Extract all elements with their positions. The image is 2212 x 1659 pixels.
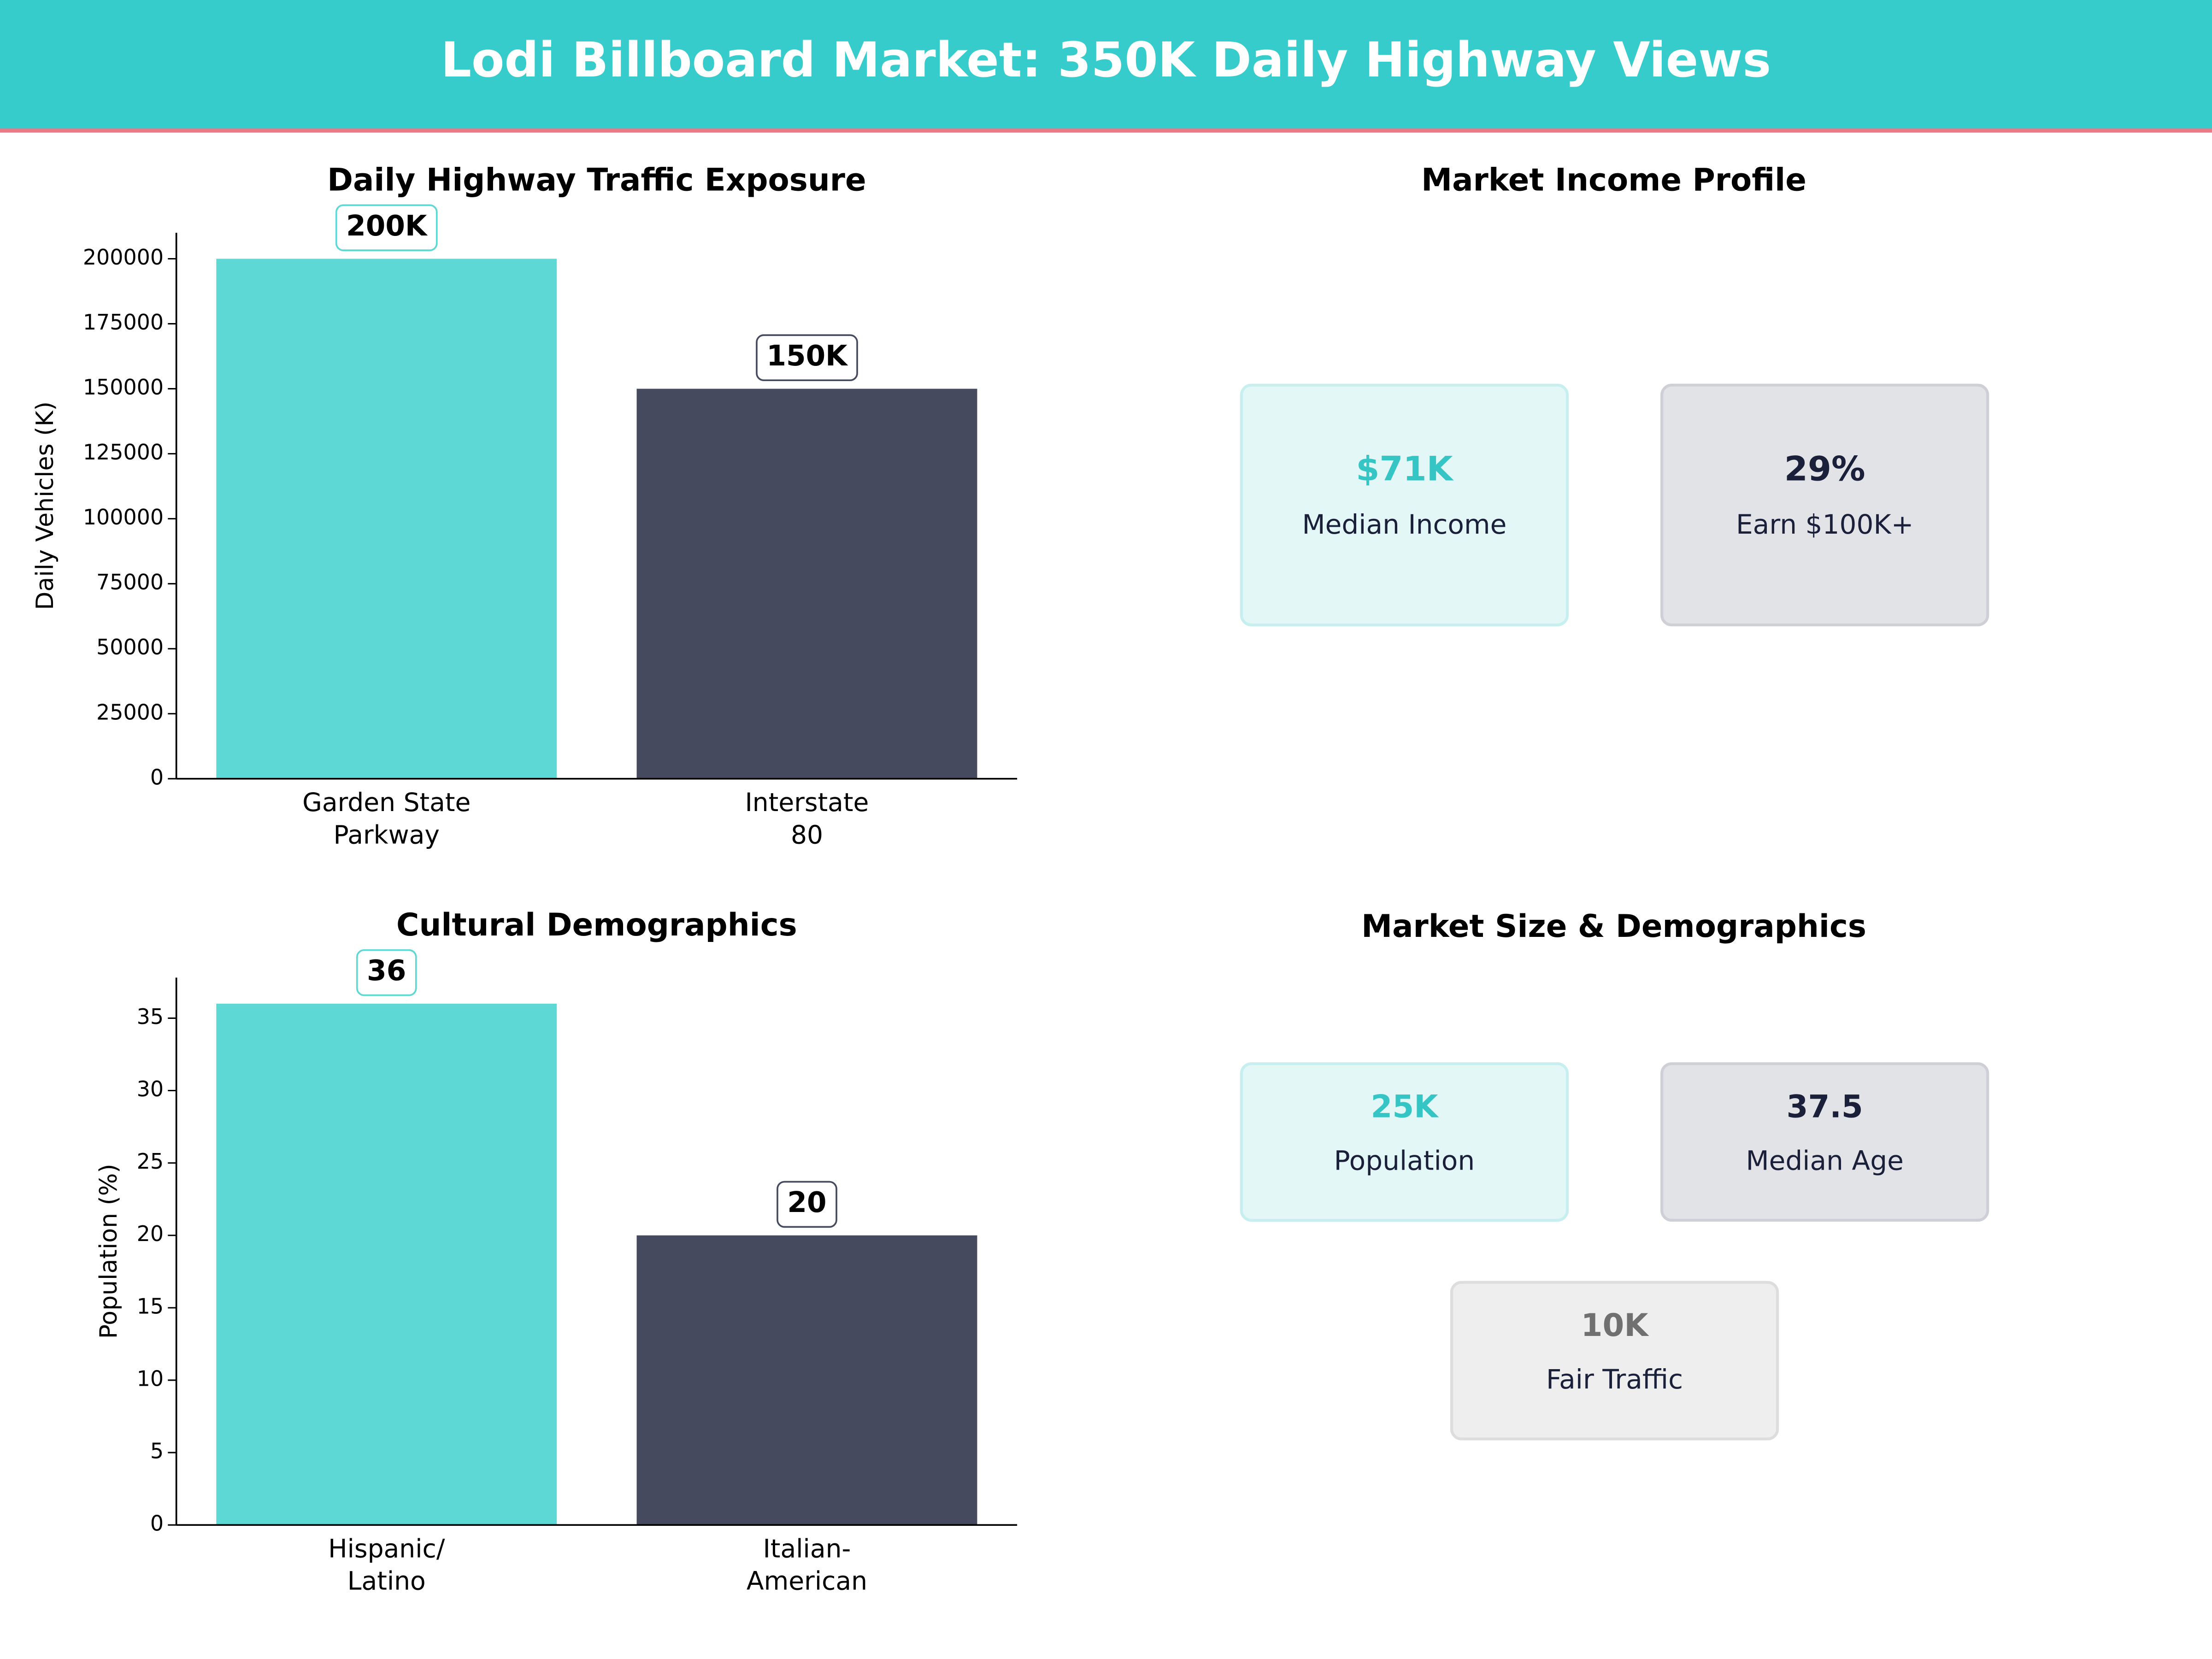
value-label-box <box>756 334 858 382</box>
y-axis-label: Daily Vehicles (K) <box>31 401 59 610</box>
value-label: 200K <box>346 210 428 242</box>
bar <box>216 259 557 779</box>
x-tick-label: Interstate 80 <box>745 788 869 849</box>
kpi-card <box>1240 383 1569 627</box>
y-tick-label: 35 <box>137 1004 164 1029</box>
x-tick-label: Hispanic/Latino <box>328 1534 445 1595</box>
kpi-value: $71K <box>1356 449 1454 488</box>
value-label: 36 <box>367 954 406 987</box>
kpi-card <box>1450 1281 1779 1441</box>
y-tick-label: 5 <box>150 1439 164 1464</box>
y-tick-label: 0 <box>150 1511 164 1536</box>
kpi-value: 25K <box>1371 1088 1440 1125</box>
kpi-label: Median Age <box>1746 1145 1904 1177</box>
y-tick-label: 15 <box>137 1294 164 1318</box>
y-tick-label: 0 <box>150 765 164 789</box>
bar <box>636 1235 977 1525</box>
y-axis-label: Population (%) <box>95 1164 123 1339</box>
panel-title: Market Income Profile <box>1421 161 1806 198</box>
y-tick-label: 175000 <box>83 310 164 335</box>
value-label: 20 <box>787 1186 826 1219</box>
kpi-label: Earn $100K+ <box>1736 509 1913 540</box>
value-label-box <box>335 204 438 251</box>
y-tick-label: 50000 <box>96 635 164 659</box>
y-tick-label: 100000 <box>83 505 164 529</box>
y-tick-label: 75000 <box>96 570 164 594</box>
value-label: 150K <box>766 340 848 372</box>
kpi-card <box>1660 383 1989 627</box>
kpi-label: Population <box>1334 1145 1475 1177</box>
y-tick-label: 125000 <box>83 440 164 465</box>
y-tick-label: 150000 <box>83 375 164 400</box>
chart-title: Daily Highway Traffic Exposure <box>327 161 866 198</box>
kpi-card <box>1240 1062 1569 1222</box>
value-label-box <box>356 949 417 996</box>
bar <box>636 388 977 779</box>
y-tick-label: 30 <box>137 1077 164 1101</box>
kpi-card <box>1660 1062 1989 1222</box>
kpi-label: Fair Traffic <box>1546 1364 1683 1395</box>
panel-title: Market Size & Demographics <box>1361 908 1866 944</box>
kpi-value: 37.5 <box>1787 1088 1863 1125</box>
chart-title: Cultural Demographics <box>396 906 797 943</box>
header-bar <box>0 0 2212 130</box>
x-tick-label: Garden State Parkway <box>302 788 471 849</box>
y-tick-label: 200000 <box>83 245 164 270</box>
y-tick-label: 25000 <box>96 700 164 724</box>
y-tick-label: 10 <box>137 1366 164 1391</box>
x-tick-label: Italian-American <box>747 1534 867 1595</box>
kpi-value: 10K <box>1581 1307 1650 1343</box>
y-tick-label: 20 <box>137 1221 164 1246</box>
y-tick-label: 25 <box>137 1149 164 1174</box>
bar <box>216 1003 557 1525</box>
kpi-value: 29% <box>1784 449 1865 488</box>
header-rule <box>0 128 2212 133</box>
header-title: Lodi Billboard Market: 350K Daily Highwa… <box>441 32 1771 88</box>
kpi-label: Median Income <box>1302 509 1506 540</box>
value-label-box <box>777 1181 837 1228</box>
